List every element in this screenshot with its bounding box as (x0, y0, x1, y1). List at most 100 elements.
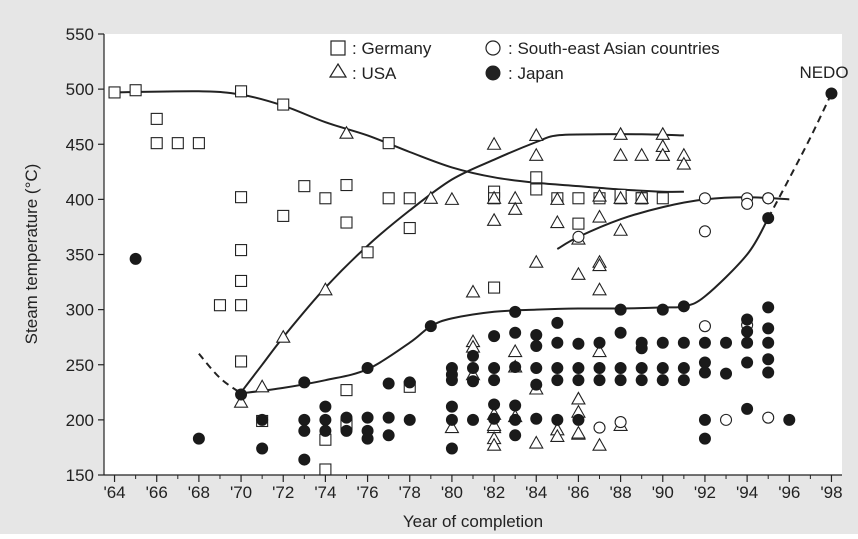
data-point-japan (467, 413, 479, 426)
data-point-usa (528, 254, 544, 268)
data-point-usa (486, 437, 502, 451)
data-point-japan (298, 413, 311, 426)
x-tick-label: '70 (230, 483, 252, 502)
data-point-usa (528, 147, 544, 161)
data-point-japan (572, 413, 585, 426)
data-points (108, 84, 838, 476)
legend-label-germany: : Germany (352, 39, 432, 58)
data-point-japan (192, 432, 205, 445)
data-point-germany (319, 192, 332, 205)
x-tick-label: '82 (483, 483, 505, 502)
data-point-germany (298, 180, 311, 193)
x-tick-label: '84 (525, 483, 547, 502)
y-tick-label: 500 (66, 80, 94, 99)
data-point-usa (275, 329, 291, 343)
data-point-usa (233, 394, 249, 408)
data-point-japan (551, 362, 564, 375)
data-point-japan (445, 400, 458, 413)
y-tick-label: 150 (66, 466, 94, 485)
data-point-japan (762, 212, 775, 225)
x-tick-label: '86 (567, 483, 589, 502)
data-point-japan (488, 374, 501, 387)
data-point-usa (676, 156, 692, 170)
data-point-japan (593, 362, 606, 375)
data-point-germany (192, 137, 205, 150)
data-point-germany (488, 281, 501, 294)
data-point-usa (592, 257, 607, 272)
data-point-usa (549, 428, 565, 442)
data-point-germany (403, 192, 416, 205)
data-point-japan (656, 336, 669, 349)
data-point-germany (235, 355, 248, 368)
nedo-annotation: NEDO (799, 63, 848, 82)
data-point-usa (570, 391, 586, 405)
data-point-japan (403, 413, 416, 426)
y-ticks: 150 200 250 300 350 400 450 500 550 (66, 25, 104, 485)
data-point-usa (486, 212, 502, 226)
data-point-japan (635, 342, 648, 355)
data-point-japan (551, 336, 564, 349)
x-tick-label: '78 (399, 483, 421, 502)
data-point-germany (572, 217, 585, 230)
legend-item-south-east-asia: : South-east Asian countries (485, 39, 720, 58)
data-point-japan (762, 322, 775, 335)
x-tick-label: '64 (103, 483, 125, 502)
data-point-japan (509, 360, 522, 373)
data-point-japan (614, 326, 627, 339)
y-tick-label: 400 (66, 190, 94, 209)
data-point-japan (720, 336, 733, 349)
data-point-japan (530, 328, 543, 341)
data-point-japan (403, 376, 416, 389)
data-point-japan (509, 399, 522, 412)
legend-marker-open-triangle (328, 62, 348, 78)
x-tick-label: '96 (778, 483, 800, 502)
data-point-usa (254, 379, 270, 393)
data-point-usa (486, 136, 502, 150)
legend-label-south-east-asia: : South-east Asian countries (508, 39, 720, 58)
x-tick-label: '90 (652, 483, 674, 502)
data-point-japan (530, 412, 543, 425)
legend: : Germany : South-east Asian countries :… (328, 39, 720, 83)
data-point-japan (361, 362, 374, 375)
data-point-japan (572, 374, 585, 387)
data-point-japan (762, 366, 775, 379)
y-tick-label: 300 (66, 301, 94, 320)
data-point-japan (656, 362, 669, 375)
data-point-japan (614, 362, 627, 375)
y-tick-label: 200 (66, 411, 94, 430)
data-point-japan (319, 413, 332, 426)
data-point-usa (613, 147, 629, 161)
data-point-germany (530, 171, 543, 184)
data-point-germany (340, 178, 353, 192)
data-point-germany (235, 244, 248, 257)
data-point-japan (467, 349, 479, 362)
x-tick-label: '72 (272, 483, 294, 502)
x-tick-label: '88 (610, 483, 632, 502)
data-point-germany (235, 274, 248, 288)
data-point-germany (235, 191, 248, 204)
y-tick-label: 350 (66, 246, 94, 265)
data-point-usa (444, 419, 460, 434)
data-point-japan (677, 300, 690, 313)
data-point-usa (507, 343, 523, 358)
data-point-japan (488, 412, 501, 425)
data-point-usa (465, 284, 481, 298)
data-point-japan (551, 374, 564, 387)
data-point-japan (825, 87, 838, 100)
data-point-germany (382, 192, 395, 205)
data-point-usa (634, 190, 650, 204)
data-point-japan (656, 303, 669, 316)
legend-label-japan: : Japan (508, 64, 564, 83)
data-point-japan (530, 340, 543, 353)
data-point-japan (614, 303, 627, 316)
data-point-germany (150, 137, 163, 150)
y-axis-label: Steam temperature (°C) (22, 164, 41, 345)
data-point-japan (593, 336, 606, 349)
data-point-japan (741, 336, 754, 349)
data-point-germany (213, 299, 227, 312)
data-point-japan (551, 413, 564, 426)
data-point-usa (528, 127, 544, 141)
legend-marker-filled-circle (485, 65, 501, 81)
data-point-japan (382, 411, 395, 424)
